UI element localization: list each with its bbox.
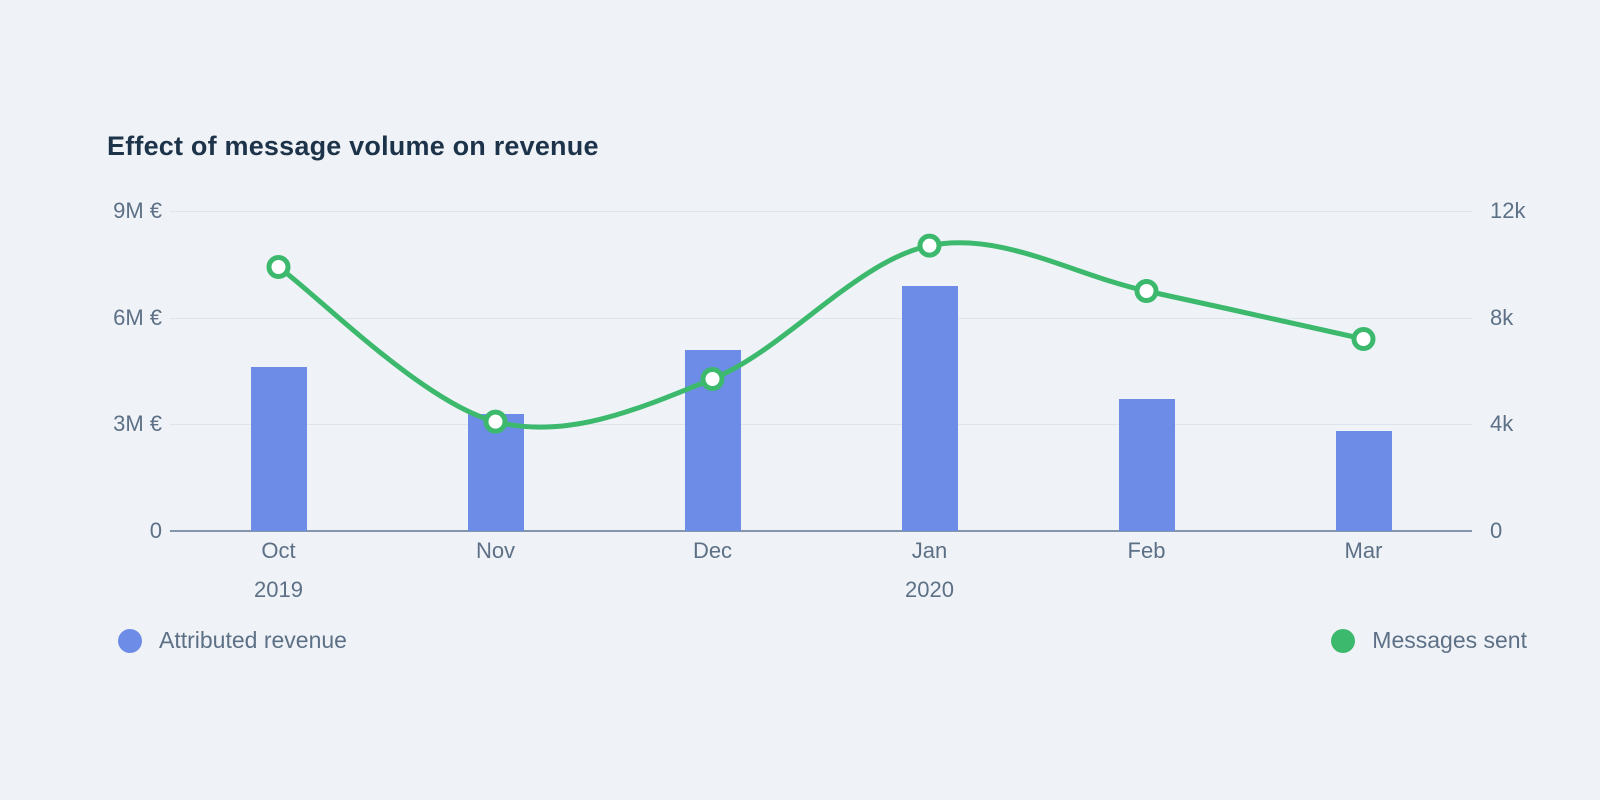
right-axis-tick-0: 0	[1490, 518, 1503, 543]
left-axis-tick-9m: 9M €	[113, 198, 162, 223]
messages-point-feb[interactable]	[1134, 279, 1159, 303]
messages-legend-label: Messages sent	[1372, 627, 1527, 653]
right-axis-tick-12k: 12k	[1490, 198, 1526, 223]
revenue-bar-oct[interactable]	[250, 367, 307, 531]
plot-area	[170, 211, 1472, 532]
chart-title: Effect of message volume on revenue	[107, 131, 599, 161]
revenue-bar-feb[interactable]	[1118, 399, 1175, 531]
left-axis: 9M € 6M € 3M € 0	[0, 198, 162, 543]
right-axis-tick-8k: 8k	[1490, 304, 1514, 330]
x-axis-label-mar: Mar	[1344, 538, 1383, 563]
messages-point-oct[interactable]	[266, 255, 291, 279]
messages-point-jan[interactable]	[917, 233, 942, 258]
x-axis-label-jan: Jan	[911, 538, 948, 563]
left-axis-tick-6m: 6M €	[113, 304, 162, 330]
x-axis-label-dec: Dec	[692, 538, 733, 563]
legend-attributed-revenue[interactable]: Attributed revenue	[118, 627, 347, 654]
gridline-mid-lower	[170, 424, 1472, 426]
messages-point-nov[interactable]	[483, 409, 508, 434]
left-axis-tick-0: 0	[149, 518, 162, 543]
right-axis: 12k 8k 4k 0	[1490, 198, 1600, 543]
right-axis-tick-4k: 4k	[1490, 411, 1514, 437]
x-axis-line	[170, 530, 1472, 532]
year-label-2019: 2019	[254, 577, 303, 602]
gridline-mid-upper	[170, 317, 1472, 319]
gridline-top	[170, 211, 1472, 212]
x-axis-label-nov: Nov	[475, 538, 516, 563]
messages-point-mar[interactable]	[1351, 327, 1376, 351]
legend-messages-sent[interactable]: Messages sent	[1331, 627, 1527, 654]
x-axis-labels: Oct Nov Dec Jan Feb Mar	[170, 538, 1472, 568]
revenue-legend-dot-icon	[118, 628, 142, 653]
left-axis-tick-3m: 3M €	[113, 411, 162, 437]
revenue-bar-mar[interactable]	[1335, 431, 1392, 531]
revenue-bar-jan[interactable]	[901, 285, 958, 531]
year-label-2020: 2020	[905, 577, 954, 602]
x-axis-year-labels: 2019 2020	[170, 577, 1472, 607]
revenue-legend-label: Attributed revenue	[159, 627, 347, 653]
x-axis-label-feb: Feb	[1127, 538, 1166, 563]
messages-line	[276, 240, 1366, 430]
x-axis-label-oct: Oct	[261, 538, 296, 563]
messages-point-dec[interactable]	[700, 367, 725, 391]
messages-legend-dot-icon	[1331, 628, 1356, 653]
line-layer	[266, 233, 1376, 434]
